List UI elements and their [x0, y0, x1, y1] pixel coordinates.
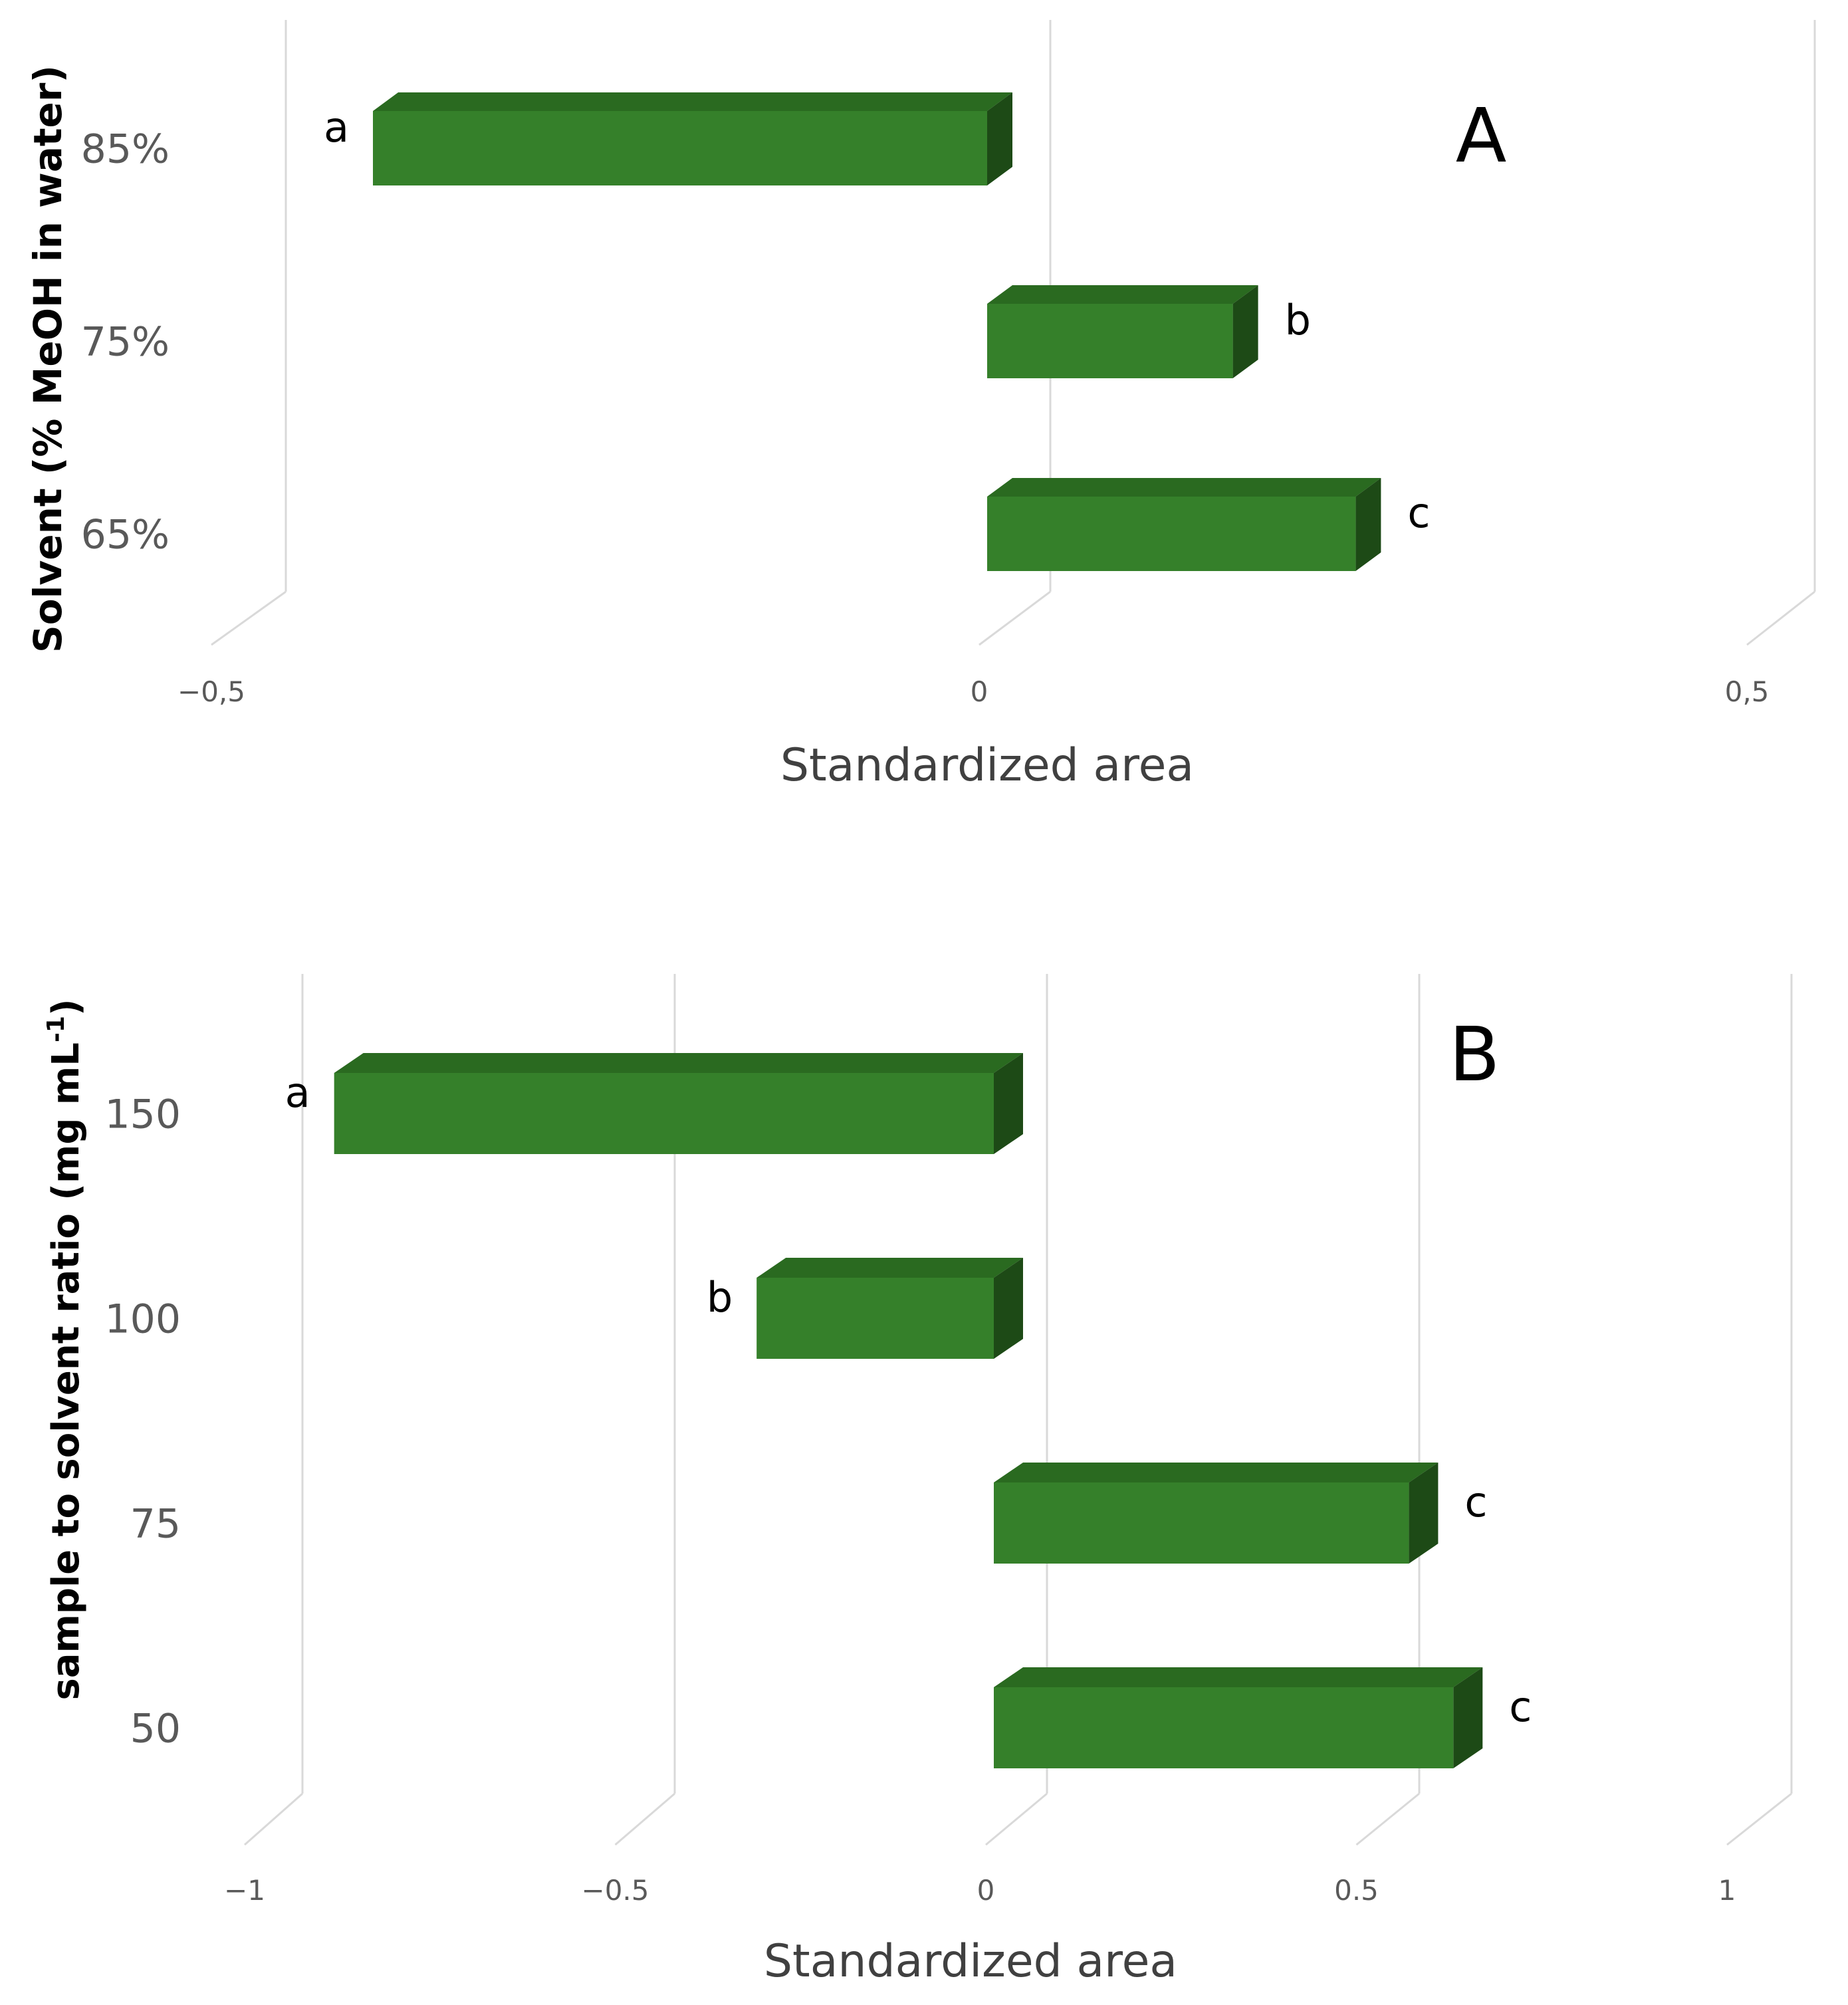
bar-top-face — [994, 1667, 1483, 1687]
bar-letter-label: b — [707, 1273, 733, 1322]
category-label: 85% — [81, 126, 170, 173]
bar — [987, 497, 1356, 571]
gridline-floor — [244, 1792, 303, 1846]
panel-b-category-labels: 150 100 75 50 — [104, 1092, 181, 1752]
bar-top-face — [334, 1053, 1023, 1073]
panel-a-y-axis-title: Solvent (% MeOH in water) — [25, 65, 70, 653]
bar-letter-label: c — [1407, 489, 1430, 537]
panel-a-bar-labels: a b c — [324, 103, 1430, 537]
panel-b-chart: 150 100 75 50 a b c c −1 −0.5 0 0.5 1 B Standardiz… — [43, 974, 1793, 1988]
bar — [756, 1278, 994, 1359]
bar-top-face — [373, 92, 1012, 111]
bar — [994, 1482, 1409, 1564]
panel-b-y-axis-title: sample to solvent ratio (mg mL-1) — [43, 999, 88, 1700]
gridline-floor — [1726, 1792, 1792, 1846]
panel-a-x-tick-labels: −0,5 0 0,5 — [177, 675, 1769, 708]
gridline-floor — [614, 1792, 675, 1846]
panel-b-y-axis-title-superscript: -1 — [43, 1016, 70, 1042]
bar-letter-label: c — [1464, 1478, 1487, 1526]
gridline-floor — [211, 590, 287, 646]
panel-a-bars — [373, 92, 1381, 571]
bar-top-face — [987, 285, 1258, 304]
bar-side-face — [1232, 285, 1258, 378]
gridline-floor — [1746, 590, 1815, 646]
bar-top-face — [756, 1258, 1023, 1278]
bar-letter-label: b — [1285, 296, 1311, 344]
x-tick-label: −0.5 — [582, 1874, 649, 1907]
bar-side-face — [1355, 478, 1381, 571]
panel-b-bars — [334, 1053, 1483, 1768]
panel-b-y-axis-title-main: sample to solvent ratio (mg mL — [45, 1042, 88, 1701]
x-tick-label: −0,5 — [177, 675, 245, 708]
bar-top-face — [987, 478, 1381, 497]
bar-letter-label: a — [324, 103, 349, 152]
bar-letter-label: c — [1509, 1683, 1532, 1731]
bar-side-face — [987, 92, 1012, 185]
panel-a-letter: A — [1456, 93, 1507, 179]
gridline-floor — [1355, 1792, 1420, 1846]
category-label: 75% — [81, 319, 170, 366]
x-tick-label: 0.5 — [1334, 1874, 1379, 1907]
bar — [373, 111, 987, 185]
category-label: 65% — [81, 512, 170, 558]
bar — [994, 1687, 1454, 1768]
panel-b-x-tick-labels: −1 −0.5 0 0.5 1 — [224, 1874, 1736, 1907]
bar — [334, 1073, 994, 1154]
gridline-floor — [985, 1792, 1048, 1846]
x-tick-label: 0 — [971, 675, 988, 708]
bar-side-face — [994, 1053, 1023, 1154]
x-tick-label: 0,5 — [1725, 675, 1770, 708]
category-label: 150 — [104, 1092, 181, 1138]
panel-b-gridlines — [244, 974, 1793, 1846]
panel-a-chart: 85% 75% 65% a b c −0,5 0 0,5 A Standardized ar… — [25, 20, 1816, 792]
x-tick-label: 1 — [1718, 1874, 1736, 1907]
bar-side-face — [994, 1258, 1023, 1359]
category-label: 75 — [130, 1501, 181, 1548]
bar-top-face — [994, 1463, 1439, 1482]
x-tick-label: −1 — [224, 1874, 265, 1907]
panel-b-bar-labels: a b c c — [285, 1068, 1532, 1731]
panel-a-category-labels: 85% 75% 65% — [81, 126, 170, 558]
bar — [987, 304, 1233, 378]
gridline-floor — [979, 590, 1051, 646]
bar-letter-label: a — [285, 1068, 310, 1117]
bar-side-face — [1409, 1463, 1439, 1564]
panel-a-x-axis-title: Standardized area — [780, 739, 1194, 792]
panel-b-y-axis-title-suffix: ) — [45, 999, 88, 1016]
panel-b-x-axis-title: Standardized area — [764, 1935, 1177, 1988]
x-tick-label: 0 — [977, 1874, 995, 1907]
bar-side-face — [1453, 1667, 1483, 1768]
panel-b-letter: B — [1449, 1012, 1500, 1098]
category-label: 100 — [104, 1296, 181, 1343]
category-label: 50 — [130, 1706, 181, 1752]
